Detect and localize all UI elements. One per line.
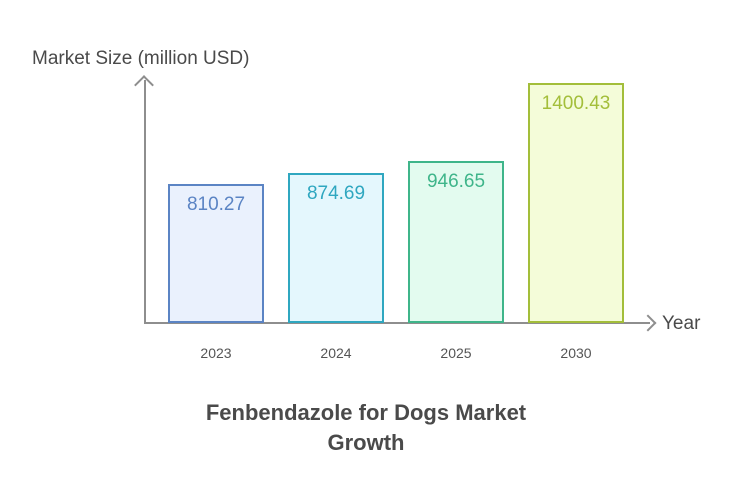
bar-value-label: 946.65 bbox=[426, 171, 486, 192]
x-tick-label: 2024 bbox=[320, 345, 352, 361]
bar-value-label: 1400.43 bbox=[541, 93, 611, 114]
x-tick-label: 2025 bbox=[440, 345, 472, 361]
x-tick-label: 2023 bbox=[200, 345, 232, 361]
bar-2030: 1400.43 bbox=[528, 83, 624, 323]
x-axis-arrow-icon bbox=[639, 314, 657, 332]
bar-value-label: 874.69 bbox=[306, 183, 366, 204]
bar-2025: 946.65 bbox=[408, 161, 504, 323]
y-axis-arrow-icon bbox=[134, 75, 154, 95]
bar-2024: 874.69 bbox=[288, 173, 384, 323]
chart-title-text: Fenbendazole for Dogs Market Growth bbox=[205, 400, 527, 455]
chart-title: Fenbendazole for Dogs Market Growth bbox=[0, 398, 732, 458]
bar-2023: 810.27 bbox=[168, 184, 264, 323]
bar-value-label: 810.27 bbox=[186, 194, 246, 215]
x-tick-label: 2030 bbox=[560, 345, 592, 361]
x-axis-label: Year bbox=[662, 313, 701, 334]
y-axis-label: Market Size (million USD) bbox=[32, 48, 250, 69]
x-axis-line bbox=[144, 322, 650, 324]
y-axis-line bbox=[144, 80, 146, 324]
